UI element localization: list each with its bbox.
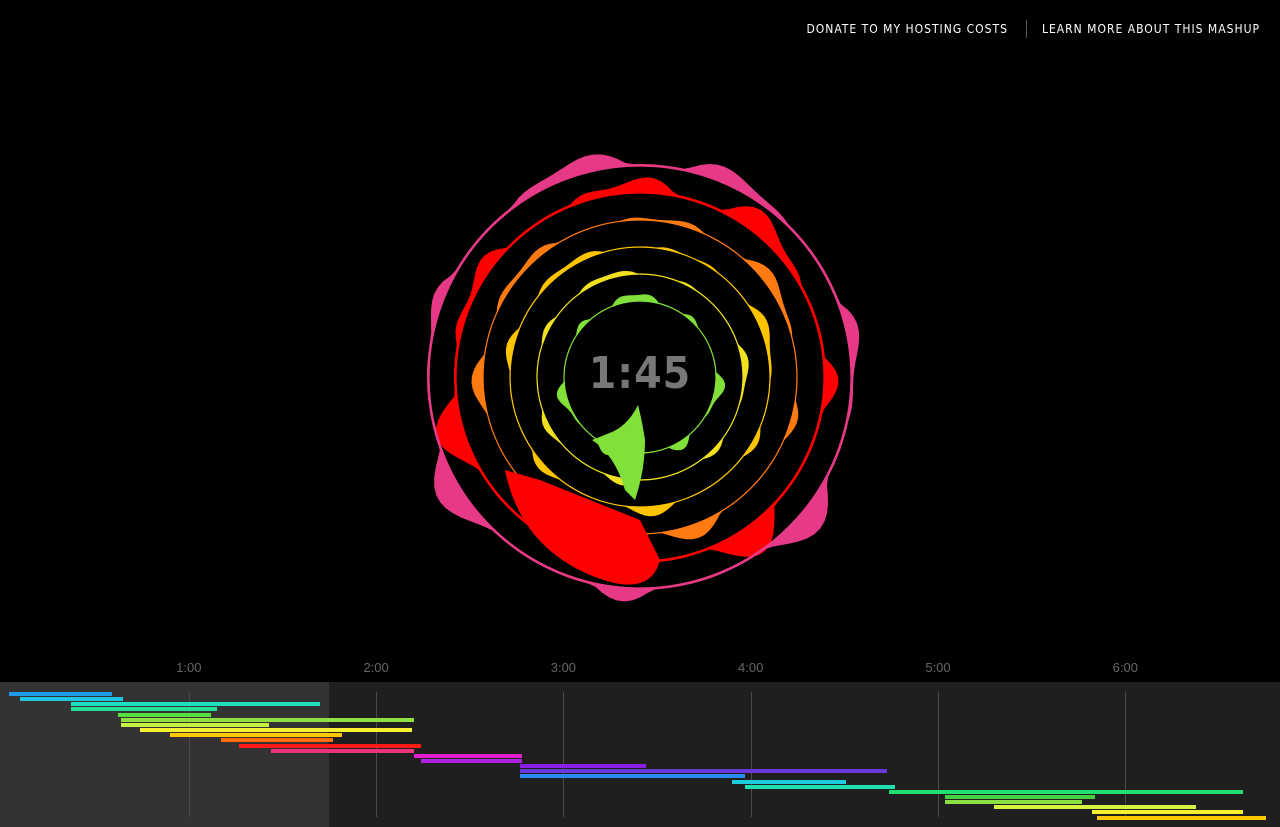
tick-label: 1:00 <box>176 660 202 675</box>
timeline-gridline <box>188 692 190 817</box>
current-time-display: 1:45 <box>588 348 692 399</box>
timeline-gridline <box>376 692 378 817</box>
ring-red-peak <box>505 470 660 585</box>
timeline-track[interactable] <box>8 692 112 696</box>
learn-more-link[interactable]: LEARN MORE ABOUT THIS MASHUP <box>1041 22 1260 36</box>
timeline-track[interactable] <box>413 753 523 758</box>
timeline-gridline <box>938 692 939 817</box>
tick-label: 6:00 <box>1112 660 1138 675</box>
timeline-track[interactable] <box>170 733 343 738</box>
timeline-track[interactable] <box>520 764 646 769</box>
tick-label: 3:00 <box>550 660 577 675</box>
audio-visualizer[interactable]: 1:45 <box>0 0 1280 660</box>
donate-link[interactable]: DONATE TO MY HOSTING COSTS <box>806 22 1008 36</box>
timeline-track[interactable] <box>945 800 1083 805</box>
timeline-track[interactable] <box>520 774 746 779</box>
tick-label: 5:00 <box>925 660 951 675</box>
timeline-track[interactable] <box>117 712 212 717</box>
timeline-track[interactable] <box>945 795 1096 799</box>
timeline-track[interactable] <box>271 748 414 753</box>
tick-label: 2:00 <box>363 660 389 675</box>
timeline-gridline <box>750 692 752 817</box>
ring-pink-circle <box>428 165 852 589</box>
timeline-track[interactable] <box>1097 815 1266 820</box>
timeline-track[interactable] <box>140 728 412 733</box>
tick-label: 4:00 <box>738 660 764 675</box>
timeline-track[interactable] <box>745 784 895 789</box>
ring-green-peak <box>592 405 645 500</box>
timeline-track[interactable] <box>70 702 320 707</box>
nav-divider <box>1025 20 1027 38</box>
timeline-track[interactable] <box>220 738 334 743</box>
timeline-track[interactable] <box>121 717 414 722</box>
timeline-scrubber[interactable] <box>0 682 1280 827</box>
timeline-track[interactable] <box>239 743 422 748</box>
timeline-gridline <box>563 692 565 817</box>
timeline-tick-labels: 1:00 2:00 3:00 4:00 5:00 6:00 <box>0 660 1280 680</box>
timeline-track[interactable] <box>994 805 1197 810</box>
top-nav: DONATE TO MY HOSTING COSTS LEARN MORE AB… <box>806 20 1260 38</box>
timeline-track[interactable] <box>731 779 847 784</box>
timeline-track[interactable] <box>889 789 1244 794</box>
timeline-track[interactable] <box>1091 810 1244 815</box>
timeline-gridline <box>1125 692 1127 817</box>
timeline-track[interactable] <box>70 707 217 712</box>
timeline-track[interactable] <box>121 722 270 727</box>
visualizer-rings <box>427 154 860 602</box>
ring-gold-circle <box>509 246 771 508</box>
timeline-track[interactable] <box>520 769 888 774</box>
timeline-track[interactable] <box>421 758 523 763</box>
timeline-track[interactable] <box>20 697 124 702</box>
